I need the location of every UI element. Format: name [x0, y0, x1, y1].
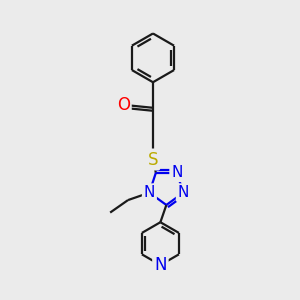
Text: O: O — [117, 96, 130, 114]
Text: S: S — [148, 151, 158, 169]
Text: N: N — [154, 256, 167, 274]
Text: N: N — [144, 185, 155, 200]
Text: N: N — [178, 185, 189, 200]
Text: N: N — [171, 165, 182, 180]
